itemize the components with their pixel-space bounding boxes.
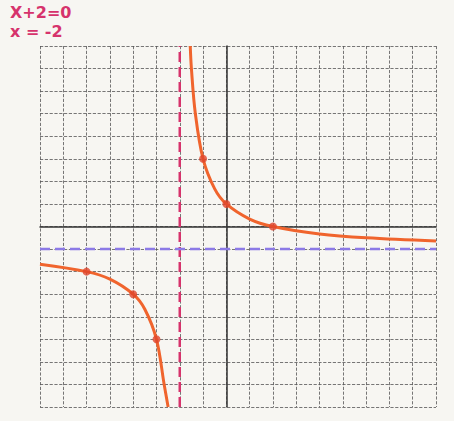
svg-text:x = -2: x = -2 [10, 22, 63, 41]
svg-text:X+2=0: X+2=0 [10, 3, 71, 22]
